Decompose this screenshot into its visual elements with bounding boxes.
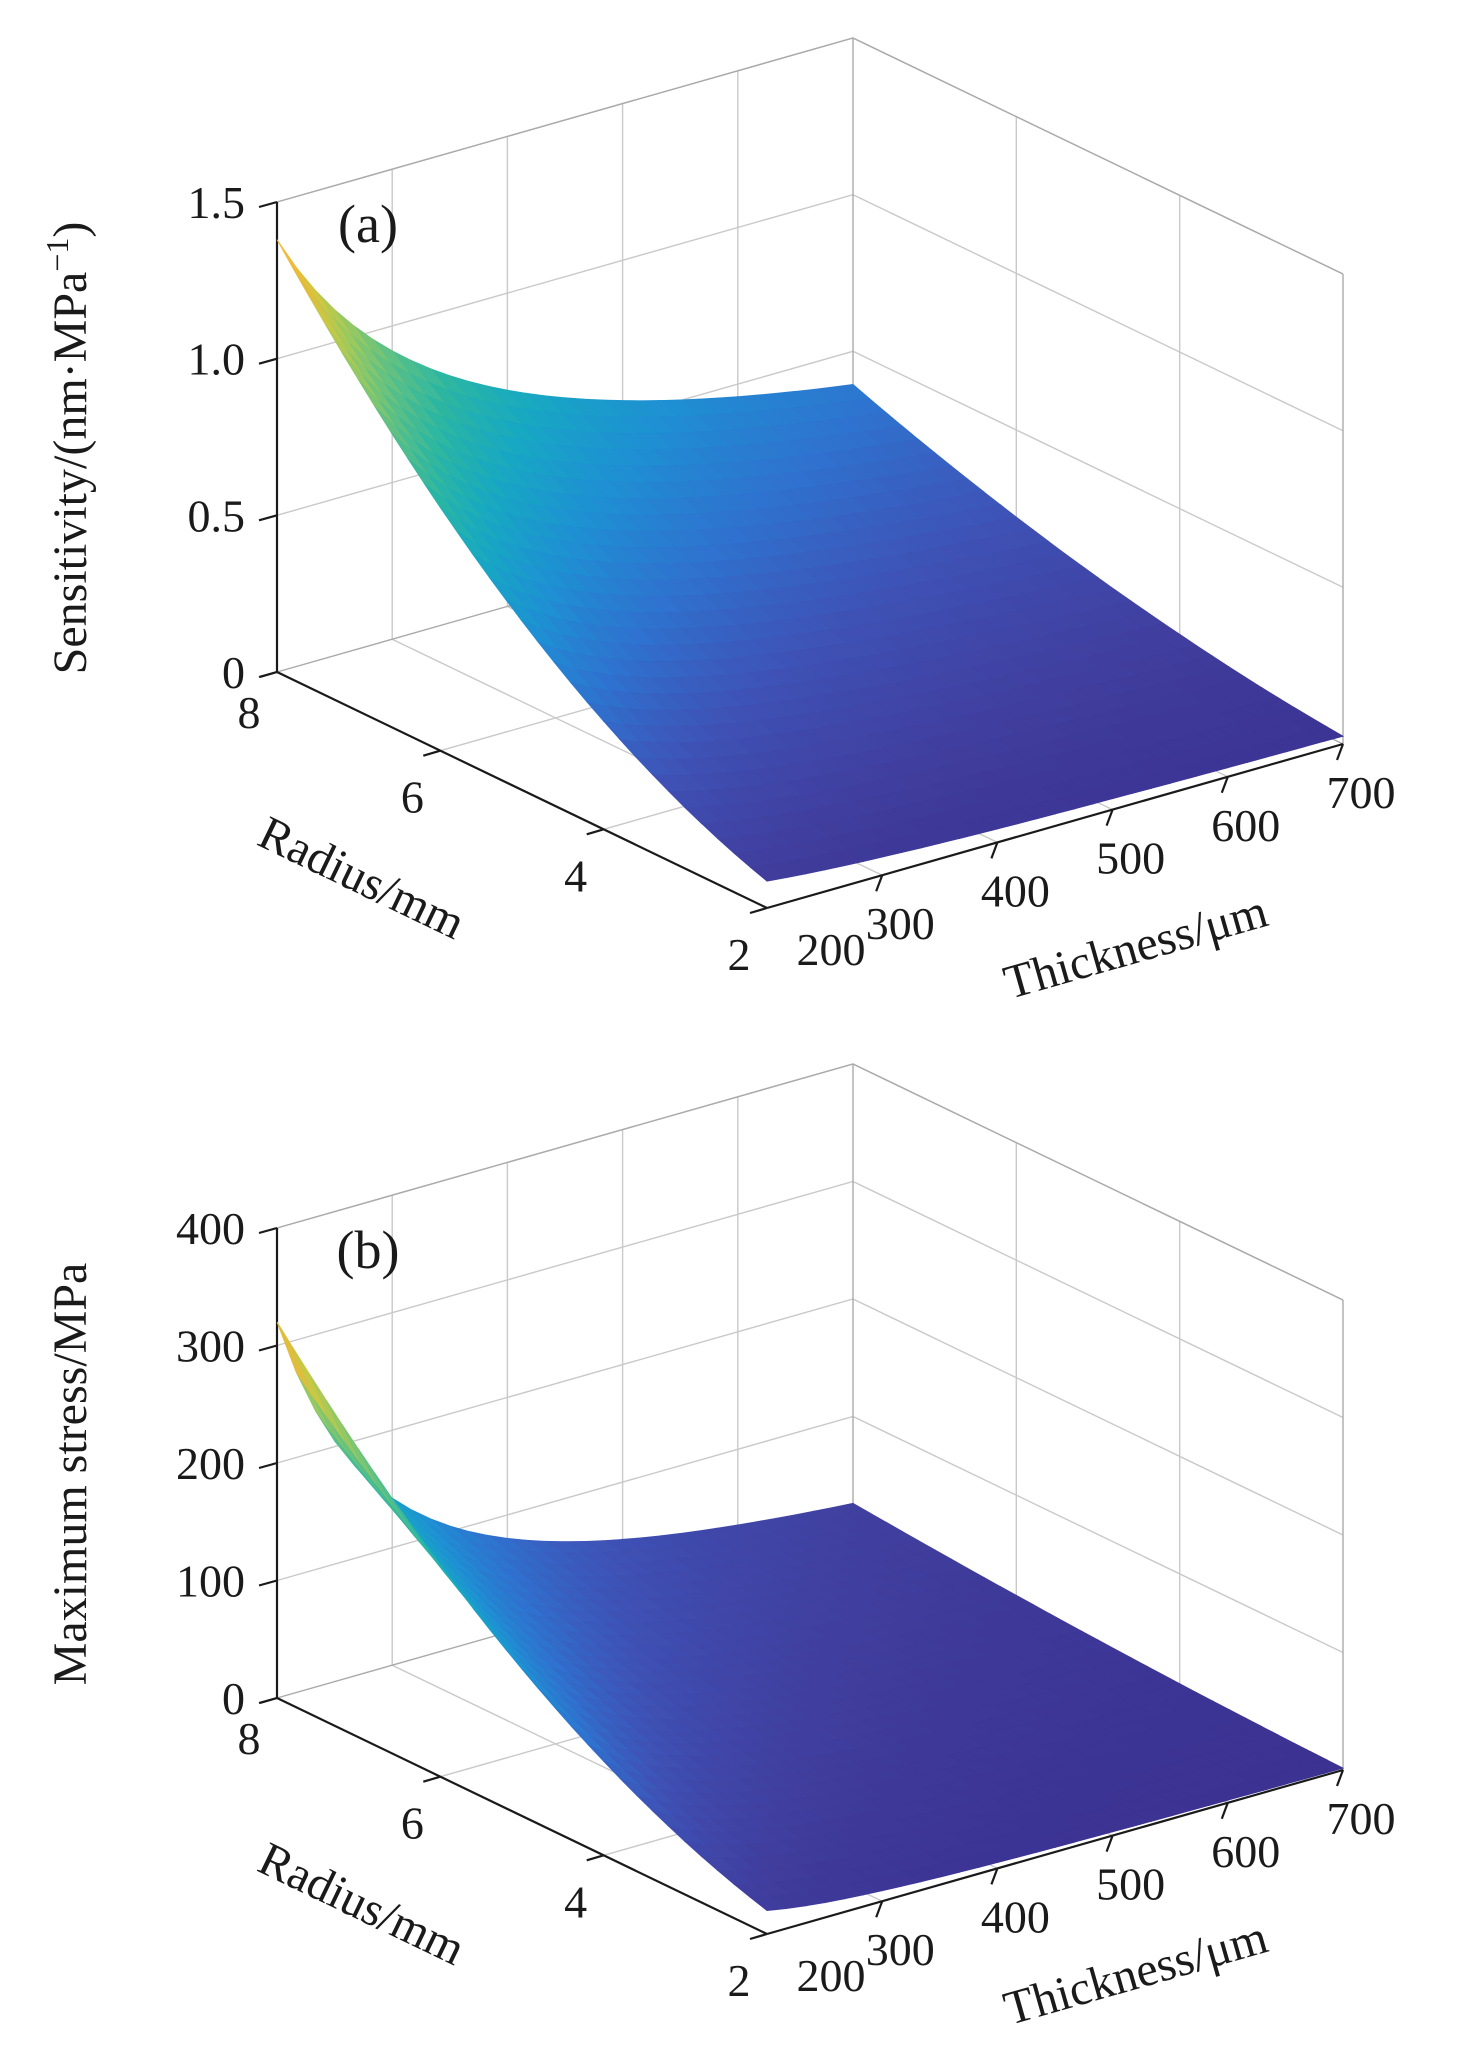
radius-tick-mark xyxy=(422,749,441,757)
thickness-tick-label: 500 xyxy=(1096,833,1165,884)
z-tick-label: 400 xyxy=(176,1203,245,1254)
thickness-tick-mark xyxy=(875,1900,884,1918)
panel-b-maximum-stress: 0 100 200 300 400 8 6 4 2 200 300 400 500 600 700 Radiu… xyxy=(0,1026,1476,2053)
radius-axis-line xyxy=(276,1697,768,1935)
z-tick-mark xyxy=(258,1579,278,1587)
z-axis-label: Sensitivity/(nm·MPa−1) xyxy=(39,222,97,675)
z-tick-label: 100 xyxy=(176,1556,245,1607)
thickness-tick-mark xyxy=(1335,743,1345,761)
z-tick-label: 1.5 xyxy=(188,177,246,228)
box-edge-top xyxy=(276,37,1344,275)
thickness-tick-mark xyxy=(1220,1802,1229,1820)
thickness-tick-label: 600 xyxy=(1211,1826,1280,1877)
radius-tick-label: 2 xyxy=(728,1955,751,2006)
box-edge-top xyxy=(276,1063,1344,1301)
thickness-tick-mark xyxy=(990,842,999,859)
z-tick-label: 200 xyxy=(176,1438,245,1489)
z-tick-mark xyxy=(258,200,278,209)
z-tick-mark xyxy=(258,357,278,365)
thickness-tick-label: 200 xyxy=(797,1950,866,2001)
grid-line-wall-z xyxy=(276,1180,1344,1419)
radius-tick-label: 4 xyxy=(564,1876,587,1927)
thickness-axis-line xyxy=(766,1768,1344,1936)
radius-axis-label: Radius/mm xyxy=(251,806,473,950)
thickness-tick-label: 600 xyxy=(1211,800,1280,851)
z-tick-label: 1.0 xyxy=(188,334,246,385)
panel-a-sensitivity: 0 0.5 1.0 1.5 8 6 4 2 200 300 400 500 600 700 Radius/m… xyxy=(39,37,1396,1010)
thickness-tick-mark xyxy=(1105,1835,1114,1852)
radius-tick-label: 8 xyxy=(238,1713,261,1764)
surface-facet xyxy=(749,1895,788,1911)
radius-axis-label: Radius/mm xyxy=(251,1832,473,1976)
z-tick-label: 0 xyxy=(222,647,245,698)
thickness-tick-label: 400 xyxy=(981,1891,1050,1942)
z-tick-label: 0 xyxy=(222,1673,245,1724)
surface-facet xyxy=(276,239,313,296)
thickness-tick-label: 300 xyxy=(866,898,935,949)
z-tick-mark xyxy=(258,1344,278,1352)
radius-tick-mark xyxy=(259,670,278,679)
thickness-tick-mark xyxy=(875,874,884,892)
panel-letter: (b) xyxy=(337,1220,400,1280)
radius-tick-mark xyxy=(259,1696,278,1705)
z-tick-mark xyxy=(258,1226,278,1235)
thickness-tick-label: 400 xyxy=(981,865,1050,916)
z-tick-label: 0.5 xyxy=(188,490,246,541)
surface-facet xyxy=(292,268,330,323)
thickness-tick-label: 700 xyxy=(1327,767,1396,818)
z-tick-label: 300 xyxy=(176,1321,245,1372)
surface-facet xyxy=(295,267,333,317)
radius-tick-label: 6 xyxy=(401,772,424,823)
thickness-tick-label: 200 xyxy=(797,924,866,975)
radius-tick-mark xyxy=(749,906,768,915)
thickness-axis-line xyxy=(766,742,1344,910)
surface-facet xyxy=(749,864,788,882)
radius-tick-mark xyxy=(422,1775,441,1783)
radius-tick-label: 4 xyxy=(564,850,587,901)
radius-tick-label: 2 xyxy=(728,929,751,980)
thickness-tick-mark xyxy=(1220,776,1229,794)
z-tick-mark xyxy=(258,514,278,522)
radius-axis-line xyxy=(276,671,768,909)
thickness-tick-label: 700 xyxy=(1327,1793,1396,1844)
surface-facet xyxy=(276,1321,313,1397)
thickness-tick-mark xyxy=(990,1868,999,1885)
z-axis-label: Maximum stress/MPa xyxy=(44,1263,97,1686)
thickness-tick-mark xyxy=(1335,1769,1345,1787)
panel-letter: (a) xyxy=(338,194,398,254)
z-tick-mark xyxy=(258,1461,278,1470)
surface-facet xyxy=(292,1348,330,1420)
radius-tick-mark xyxy=(586,1854,605,1862)
thickness-tick-label: 300 xyxy=(866,1924,935,1975)
radius-tick-mark xyxy=(586,828,605,836)
thickness-tick-label: 500 xyxy=(1096,1859,1165,1910)
thickness-tick-mark xyxy=(1105,809,1114,826)
radius-tick-label: 8 xyxy=(238,687,261,738)
radius-tick-label: 6 xyxy=(401,1798,424,1849)
grid-line-wall-z xyxy=(276,1298,1344,1536)
radius-tick-mark xyxy=(749,1932,768,1941)
